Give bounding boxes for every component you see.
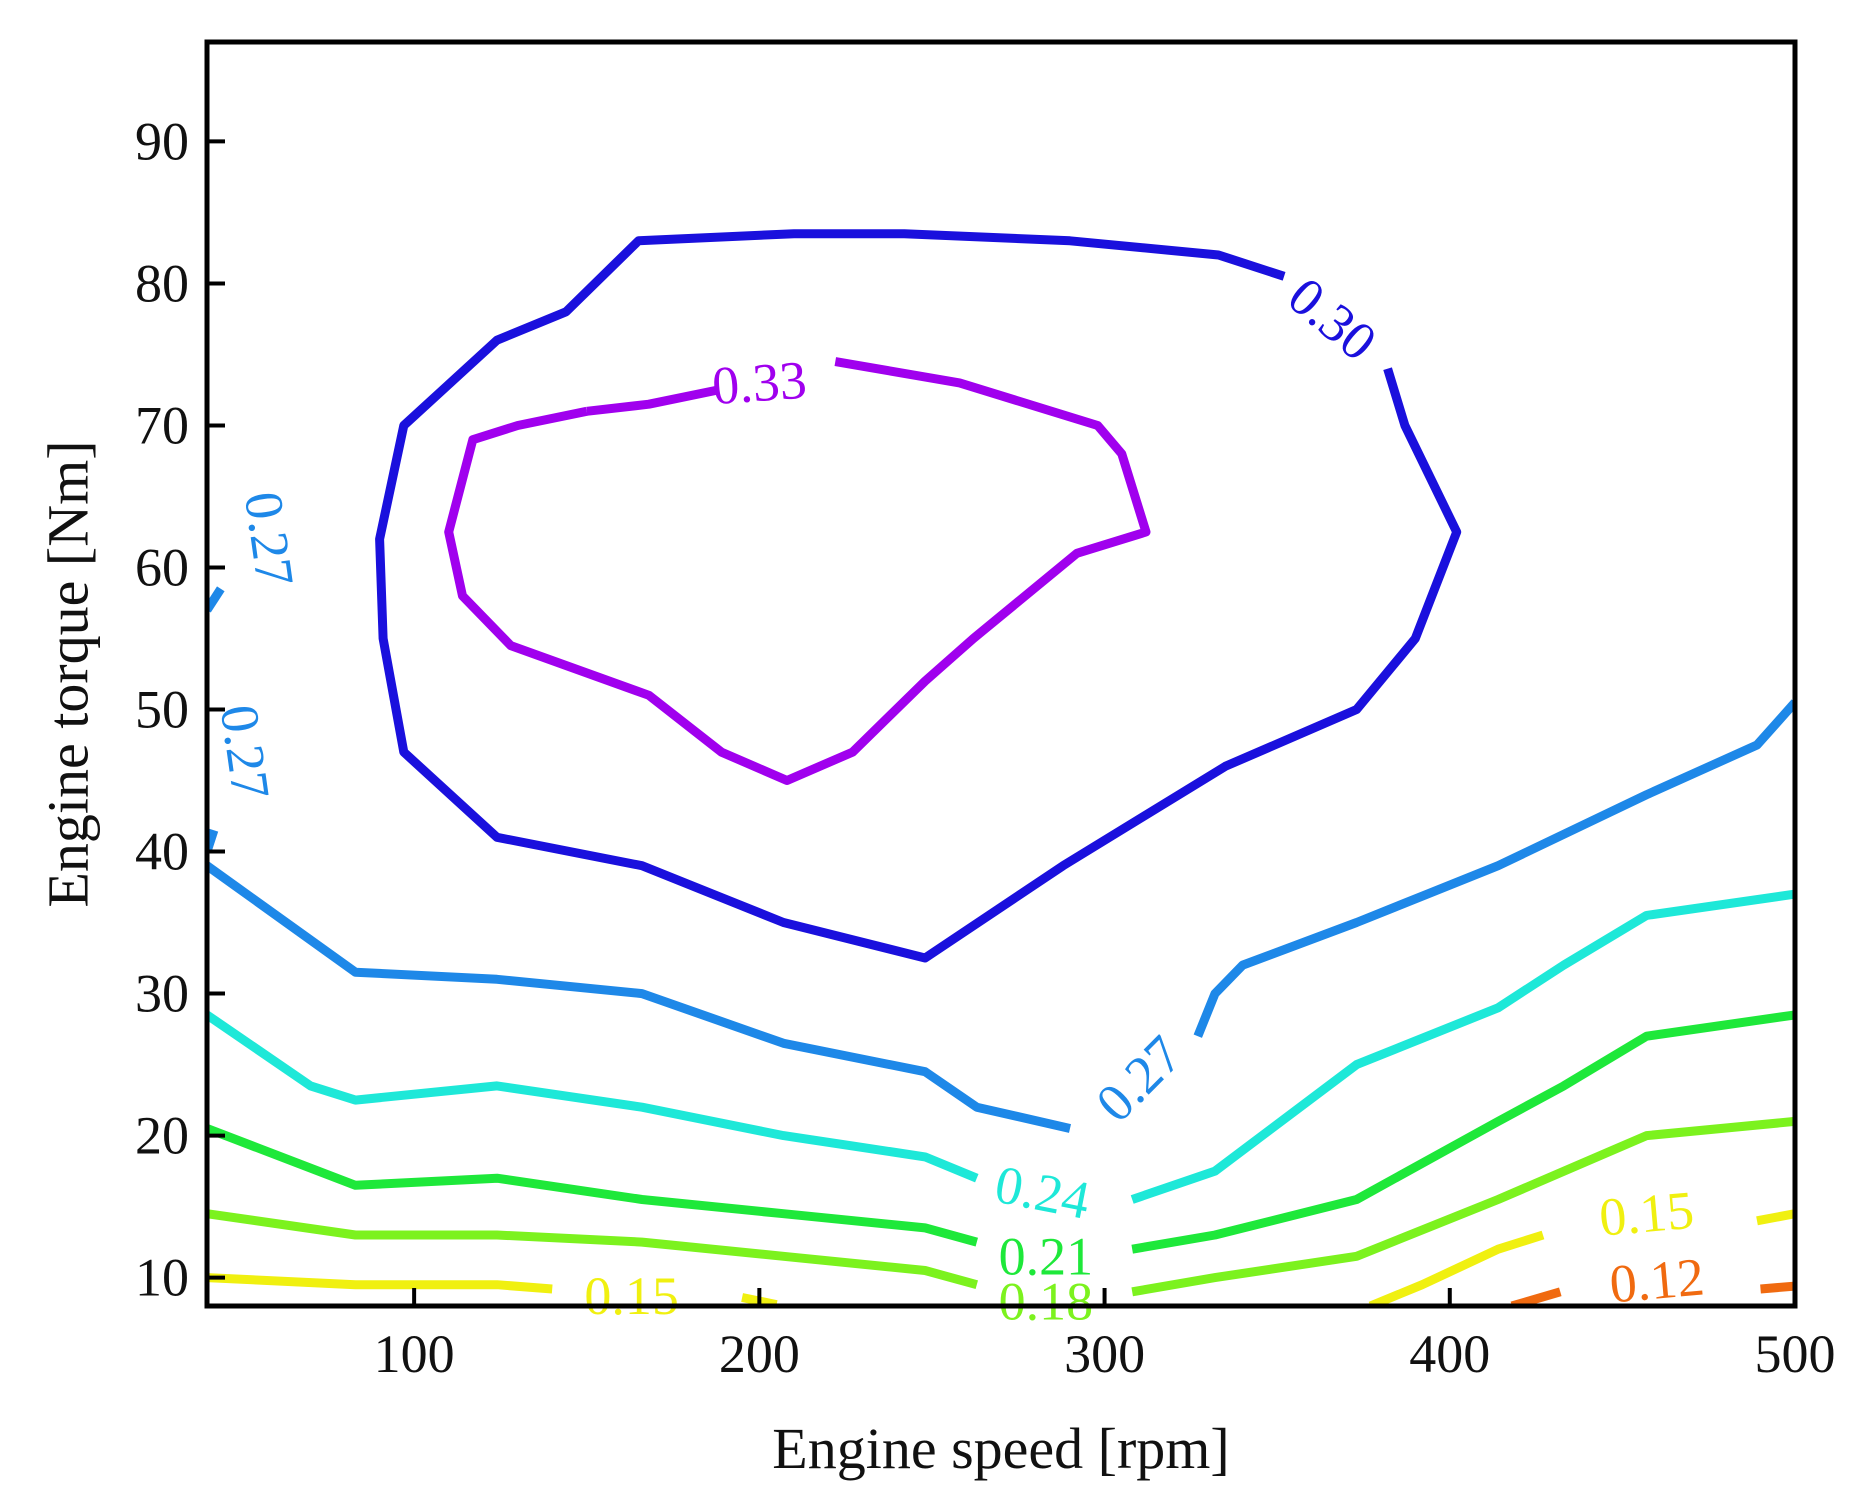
- contour-label-027-3: 0.27: [233, 488, 306, 590]
- contour-line-030-1: [375, 229, 1462, 963]
- x-tick-label-100: 100: [374, 1324, 455, 1384]
- x-tick-label-500: 500: [1755, 1324, 1836, 1384]
- contour-line-024-1: [207, 1011, 979, 1183]
- contour-label-015-10: 0.15: [1597, 1180, 1696, 1248]
- y-tick-label-10: 10: [135, 1248, 189, 1308]
- contour-label-015-9: 0.15: [584, 1266, 679, 1326]
- y-tick-label-50: 50: [135, 680, 189, 740]
- y-tick-label-40: 40: [135, 822, 189, 882]
- contour-line-033-2: [586, 385, 719, 416]
- contour-label-012-11: 0.12: [1607, 1246, 1706, 1314]
- contour-line-021-2: [1131, 1010, 1795, 1254]
- contour-line-024-2: [1130, 889, 1795, 1204]
- y-tick-label-20: 20: [135, 1106, 189, 1166]
- contour-line-015-4: [1756, 1209, 1795, 1226]
- contour-line-021-1: [207, 1124, 978, 1247]
- contour-label-033-1: 0.33: [710, 350, 808, 416]
- contour-line-015-3: [1368, 1230, 1545, 1306]
- contour-label-024-6: 0.24: [990, 1154, 1094, 1231]
- y-axis-label: Engine torque [Nm]: [36, 440, 101, 907]
- x-tick-label-400: 400: [1409, 1324, 1490, 1384]
- contour-line-018-2: [1131, 1116, 1795, 1297]
- y-tick-label-30: 30: [135, 964, 189, 1024]
- contour-line-027-3: [207, 862, 1072, 1133]
- contour-label-021-7: 0.21: [999, 1226, 1094, 1286]
- contour-label-018-8: 0.18: [999, 1272, 1094, 1332]
- y-tick-label-60: 60: [135, 537, 189, 597]
- contour-label-030-2: 0.30: [1277, 266, 1388, 373]
- contour-line-033-1: [444, 357, 1151, 785]
- y-tick-label-70: 70: [135, 395, 189, 455]
- contour-line-012-2: [1760, 1281, 1795, 1294]
- y-tick-label-80: 80: [135, 253, 189, 313]
- contour-label-027-5: 0.27: [1084, 1024, 1193, 1133]
- contour-line-027-4: [1193, 699, 1795, 1038]
- y-tick-label-90: 90: [135, 111, 189, 171]
- contour-line-018-1: [207, 1209, 978, 1290]
- x-tick-label-300: 300: [1064, 1324, 1145, 1384]
- contour-line-015-1: [207, 1273, 553, 1294]
- plot-frame: [204, 39, 1798, 1309]
- contour-label-027-4: 0.27: [209, 701, 282, 803]
- x-axis-label: Engine speed [rpm]: [772, 1416, 1229, 1481]
- x-tick-label-200: 200: [719, 1324, 800, 1384]
